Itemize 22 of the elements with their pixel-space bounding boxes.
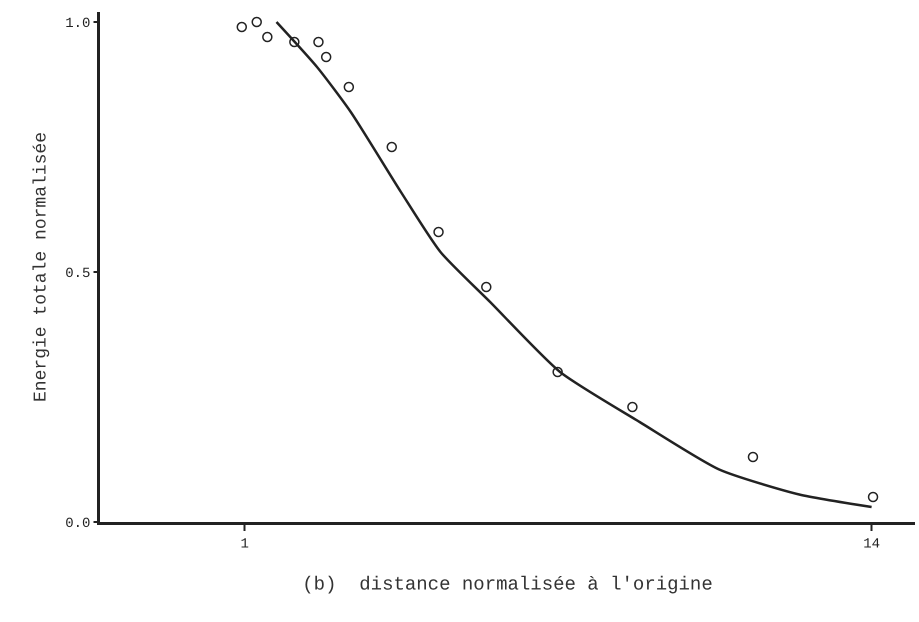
- point: [433, 226, 444, 238]
- point: [868, 492, 878, 502]
- line-series: [275, 20, 873, 508]
- x-tick-label: 1: [240, 536, 249, 553]
- point: [313, 36, 324, 48]
- point: [627, 402, 638, 412]
- point: [236, 22, 248, 32]
- point: [344, 82, 354, 92]
- point: [552, 366, 563, 378]
- x-tick-label: 14: [863, 536, 880, 553]
- point: [481, 282, 492, 292]
- point: [262, 32, 273, 42]
- point: [320, 52, 332, 62]
- y-axis-title: Energie totale normalisée: [31, 132, 52, 402]
- y-tick-label: 1.0: [65, 16, 90, 32]
- x-axis-title: (b) distance normalisée à l'origine: [302, 573, 713, 596]
- y-tick-label: 0.5: [65, 266, 90, 282]
- point: [289, 36, 300, 48]
- point: [748, 452, 758, 462]
- y-tick-label: 0.0: [65, 516, 90, 532]
- point: [251, 16, 262, 28]
- point: [386, 142, 398, 152]
